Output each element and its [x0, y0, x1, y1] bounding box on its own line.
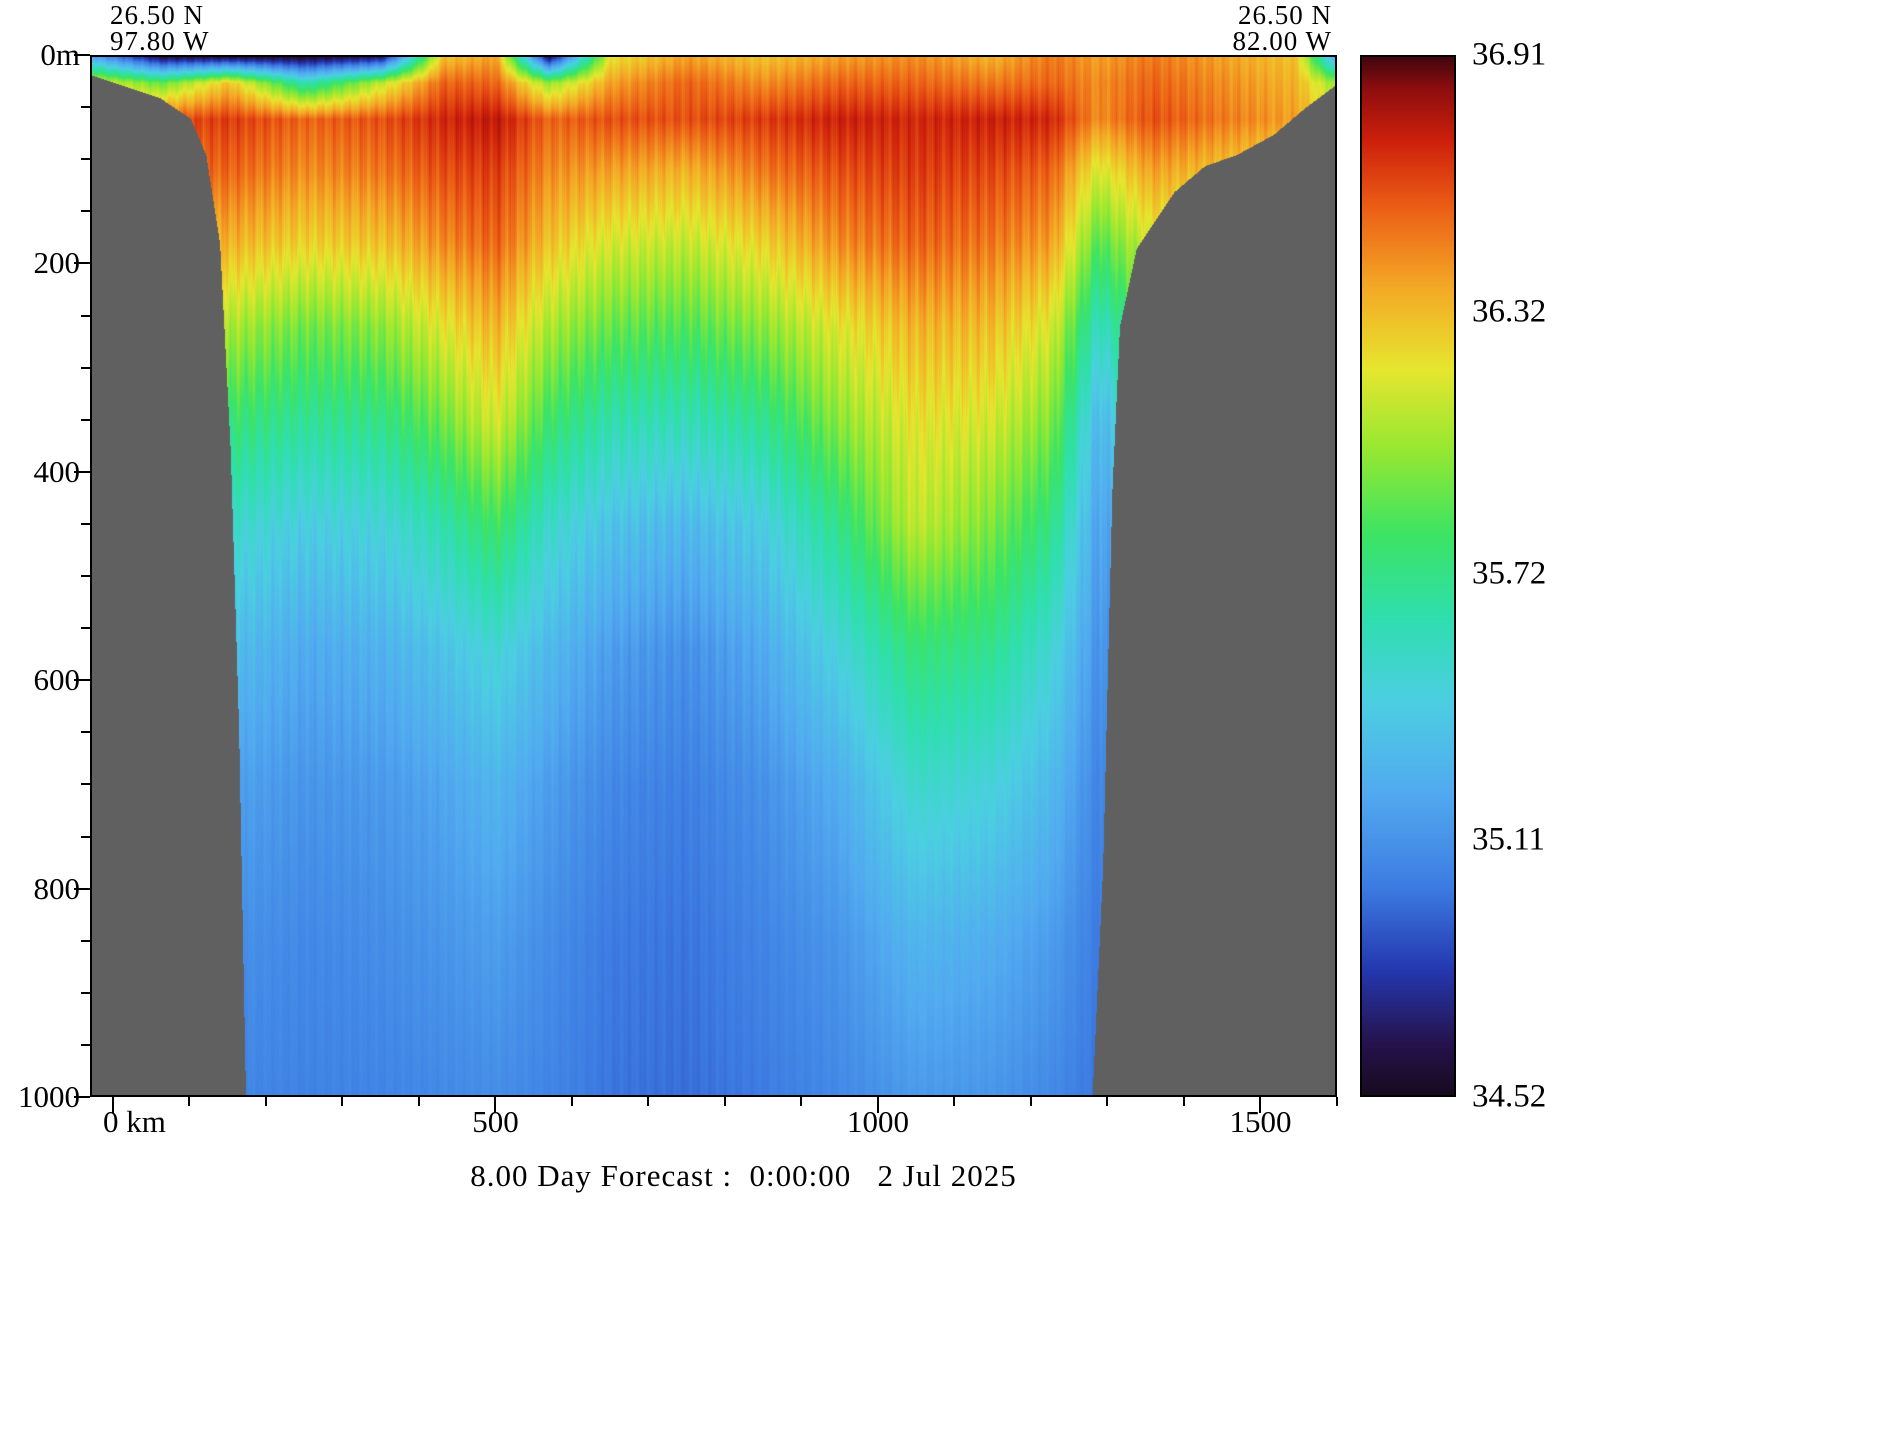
y-axis-minor-tick [81, 314, 90, 317]
y-axis-minor-tick [81, 158, 90, 161]
x-axis-minor-tick [341, 1097, 344, 1106]
y-axis-minor-tick [81, 1043, 90, 1046]
west-latitude-label: 26.50 N [110, 0, 204, 30]
colorbar-tick-label: 34.52 [1472, 1078, 1547, 1115]
west-longitude-label: 97.80 W [110, 26, 210, 56]
y-axis-minor-tick [81, 627, 90, 630]
colorbar-gradient-canvas [1362, 57, 1454, 1095]
east-longitude-label: 82.00 W [1232, 26, 1332, 56]
x-axis-major-tick [876, 1097, 879, 1113]
x-axis-minor-tick [188, 1097, 191, 1106]
y-axis-major-tick [74, 679, 90, 682]
x-axis-major-tick [1259, 1097, 1262, 1113]
y-axis-minor-tick [81, 106, 90, 109]
x-axis-minor-tick [1182, 1097, 1185, 1106]
y-tick-label: 400 [33, 453, 81, 489]
x-axis-minor-tick [417, 1097, 420, 1106]
figure-title: 8.00 Day Forecast : 0:00:00 2 Jul 2025 [470, 1158, 1017, 1193]
y-axis-major-tick [74, 54, 90, 56]
y-tick-label: 600 [33, 662, 81, 698]
x-axis-minor-tick [1106, 1097, 1109, 1106]
y-axis-minor-tick [81, 835, 90, 838]
x-axis-minor-tick [723, 1097, 726, 1106]
y-tick-label: 1000 [18, 1079, 80, 1114]
x-axis-minor-tick [953, 1097, 956, 1106]
x-axis-minor-tick [1029, 1097, 1032, 1106]
y-axis-major-tick [74, 262, 90, 265]
east-latitude-label: 26.50 N [1238, 0, 1332, 30]
y-tick-label: 200 [33, 245, 81, 281]
y-axis-minor-tick [81, 991, 90, 994]
section-plot-area [90, 55, 1337, 1097]
colorbar-tick-label: 35.11 [1472, 821, 1546, 858]
y-axis-minor-tick [81, 731, 90, 734]
y-axis-minor-tick [81, 939, 90, 942]
y-axis-minor-tick [81, 783, 90, 786]
x-axis-minor-tick [264, 1097, 267, 1106]
x-axis-minor-tick [647, 1097, 650, 1106]
section-east-coordinates: 26.50 N 82.00 W [1232, 0, 1333, 56]
y-tick-label: 0m [40, 37, 80, 72]
y-axis-major-tick [74, 887, 90, 890]
y-axis-minor-tick [81, 366, 90, 369]
x-tick-label: 1500 [1229, 1104, 1292, 1139]
x-axis-major-tick [494, 1097, 497, 1113]
y-axis-major-tick [74, 1096, 90, 1098]
colorbar-tick-label: 36.91 [1472, 36, 1547, 73]
x-tick-label: 500 [472, 1104, 519, 1139]
y-axis-minor-tick [81, 418, 90, 421]
colorbar-tick-label: 36.32 [1472, 293, 1547, 330]
y-axis-major-tick [74, 470, 90, 473]
colorbar-tick-label: 35.72 [1472, 555, 1547, 592]
x-axis-major-tick [111, 1097, 114, 1113]
y-axis-minor-tick [81, 522, 90, 525]
y-axis-minor-tick [81, 575, 90, 577]
y-tick-label: 800 [33, 870, 81, 906]
salinity-heatmap-canvas [92, 57, 1335, 1095]
x-axis-minor-tick [570, 1097, 573, 1106]
x-axis-minor-tick [800, 1097, 803, 1106]
x-tick-label: 0 km [102, 1104, 166, 1139]
x-axis-minor-tick [1336, 1097, 1338, 1106]
x-tick-label: 1000 [846, 1104, 909, 1139]
section-west-coordinates: 26.50 N 97.80 W [110, 0, 210, 56]
colorbar [1360, 55, 1456, 1097]
y-axis-minor-tick [81, 210, 90, 213]
